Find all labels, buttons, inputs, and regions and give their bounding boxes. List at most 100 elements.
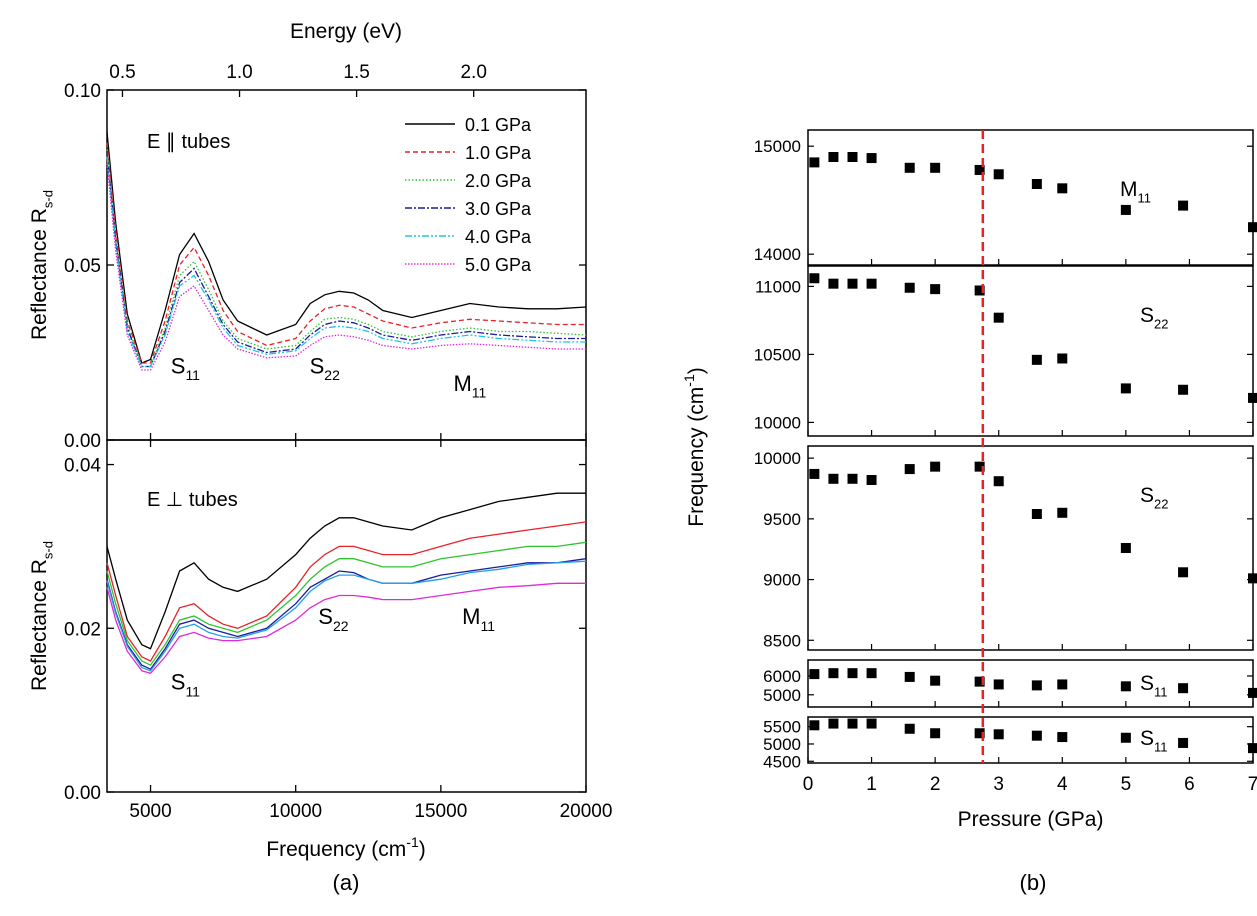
y-tick-label: 6000: [763, 667, 801, 686]
series-line-40GPa: [107, 561, 586, 671]
data-point: [1248, 573, 1257, 583]
data-point: [848, 279, 858, 289]
top-x-tick-label: 1.5: [343, 62, 369, 83]
y-tick-label: 9000: [763, 571, 801, 590]
top-x-tick-label: 1.0: [226, 62, 252, 83]
x-tick-label: 5000: [129, 801, 171, 822]
data-point: [867, 475, 877, 485]
data-point: [905, 672, 915, 682]
peak-label-s11: S11: [171, 354, 200, 384]
data-point: [848, 719, 858, 729]
data-point: [1248, 393, 1257, 403]
x-tick-label: 15000: [414, 801, 467, 822]
data-point: [994, 476, 1004, 486]
y-tick-label: 5500: [763, 718, 801, 737]
x-axis-label: Pressure (GPa): [958, 808, 1104, 831]
x-tick-label: 3: [993, 774, 1004, 795]
data-point: [809, 157, 819, 167]
y-axis-label: Reflectance Rs-d: [28, 190, 55, 340]
polarization-annotation: E ⊥ tubes: [147, 489, 238, 511]
legend-label: 0.1 GPa: [465, 115, 532, 135]
data-point: [1057, 183, 1067, 193]
data-point: [1248, 743, 1257, 753]
x-tick-label: 10000: [269, 801, 322, 822]
x-axis-label: Frequency (cm-1): [266, 834, 426, 861]
data-point: [905, 464, 915, 474]
x-tick-label: 1: [866, 774, 877, 795]
y-axis-label: Reflectance Rs-d: [28, 541, 55, 691]
data-point: [867, 153, 877, 163]
peak-label-m11: M11: [462, 604, 495, 634]
y-tick-label: 9500: [763, 510, 801, 529]
data-point: [1057, 353, 1067, 363]
data-point: [1032, 355, 1042, 365]
data-point: [1121, 733, 1131, 743]
data-point: [848, 152, 858, 162]
data-point: [994, 313, 1004, 323]
y-tick-label: 14000: [754, 245, 801, 264]
y-tick-label: 0.04: [64, 456, 101, 477]
x-tick-label: 20000: [560, 801, 613, 822]
x-tick-label: 0: [803, 774, 814, 795]
data-point: [848, 474, 858, 484]
peak-label-s22: S22: [318, 604, 348, 634]
legend-label: 4.0 GPa: [465, 227, 532, 247]
subplot-b-3: 85009000950010000S22: [754, 446, 1257, 650]
data-point: [828, 719, 838, 729]
data-point: [930, 676, 940, 686]
data-point: [1057, 732, 1067, 742]
data-point: [828, 668, 838, 678]
data-point: [930, 728, 940, 738]
figure-label-b: (b): [1020, 870, 1047, 895]
y-tick-label: 0.00: [64, 783, 101, 804]
legend-label: 2.0 GPa: [465, 171, 532, 191]
data-point: [1121, 681, 1131, 691]
y-tick-label: 0.02: [64, 619, 101, 640]
y-tick-label: 0.10: [64, 81, 101, 102]
x-tick-label: 6: [1184, 774, 1195, 795]
data-point: [930, 462, 940, 472]
series-line-20GPa: [107, 542, 586, 665]
data-point: [809, 469, 819, 479]
subplot-b-2: 100001050011000S22: [754, 266, 1257, 436]
top-x-axis-label: Energy (eV): [290, 20, 402, 43]
polarization-annotation: E ∥ tubes: [147, 131, 230, 153]
data-point: [905, 163, 915, 173]
data-point: [1178, 567, 1188, 577]
data-point: [994, 729, 1004, 739]
data-point: [1178, 385, 1188, 395]
data-point: [867, 668, 877, 678]
data-point: [1178, 201, 1188, 211]
y-tick-label: 0.05: [64, 256, 101, 277]
series-line-10GPa: [107, 522, 586, 661]
peak-label-m11: M11: [453, 371, 486, 401]
y-tick-label: 4500: [763, 752, 801, 771]
data-point: [1032, 680, 1042, 690]
data-point: [828, 279, 838, 289]
data-point: [828, 474, 838, 484]
y-tick-label: 11000: [755, 277, 801, 296]
data-point: [809, 720, 819, 730]
data-point: [1032, 731, 1042, 741]
data-point: [1057, 679, 1067, 689]
data-point: [1057, 508, 1067, 518]
data-point: [1178, 683, 1188, 693]
x-tick-label: 2: [930, 774, 941, 795]
x-tick-label: 7: [1248, 774, 1257, 795]
data-point: [1178, 738, 1188, 748]
data-point: [809, 273, 819, 283]
data-point: [828, 152, 838, 162]
peak-label-s22: S22: [310, 354, 340, 384]
panel-label-m11: M11: [1120, 178, 1151, 205]
legend-label: 3.0 GPa: [465, 199, 532, 219]
data-point: [848, 668, 858, 678]
y-tick-label: 10000: [754, 449, 801, 468]
data-point: [1121, 205, 1131, 215]
data-point: [930, 284, 940, 294]
y-tick-label: 5000: [763, 735, 801, 754]
subplot-a-bottom: 0.000.020.04Reflectance Rs-dE ⊥ tubesS11…: [28, 440, 586, 804]
series-line-01GPa: [107, 132, 586, 363]
